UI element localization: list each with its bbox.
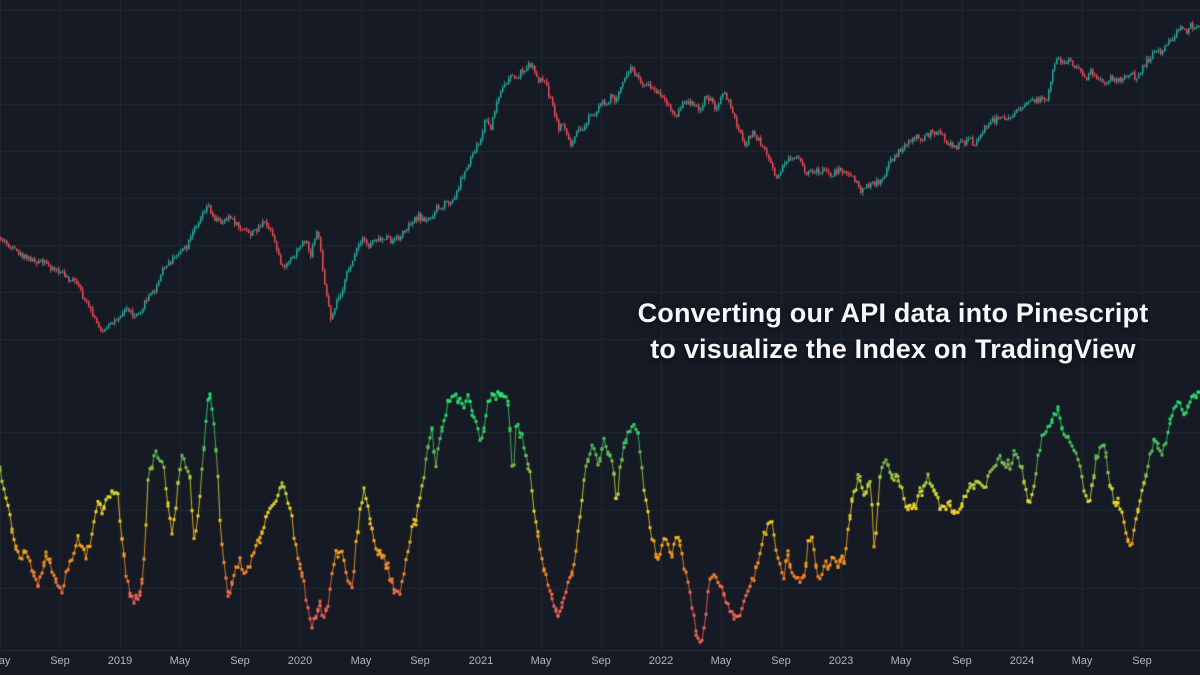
x-axis-label: 2023 [828, 655, 854, 667]
x-axis-label: Sep [771, 655, 791, 667]
x-axis-label: Sep [50, 655, 70, 667]
x-axis-label: Sep [230, 655, 250, 667]
x-axis-label: May [169, 655, 191, 667]
x-axis-label: May [710, 655, 732, 667]
x-axis-label: May [350, 655, 372, 667]
x-axis-label: May [530, 655, 552, 667]
x-axis-label: Sep [952, 655, 972, 667]
x-axis-label: May [890, 655, 912, 667]
x-axis-label: 2021 [468, 655, 494, 667]
x-axis-label: May [0, 655, 11, 667]
x-axis-label: May [1071, 655, 1093, 667]
x-axis-label: Sep [410, 655, 430, 667]
x-axis-label: Sep [1132, 655, 1152, 667]
x-axis-label: 2020 [287, 655, 313, 667]
x-axis-label: Sep [591, 655, 611, 667]
x-axis-label: 2022 [648, 655, 674, 667]
time-axis[interactable]: May Sep 2019 May Sep 2020 May Sep 2021 May Sep 2022… [0, 650, 1200, 675]
x-axis-label: 2019 [107, 655, 133, 667]
x-axis-label: 2024 [1009, 655, 1035, 667]
